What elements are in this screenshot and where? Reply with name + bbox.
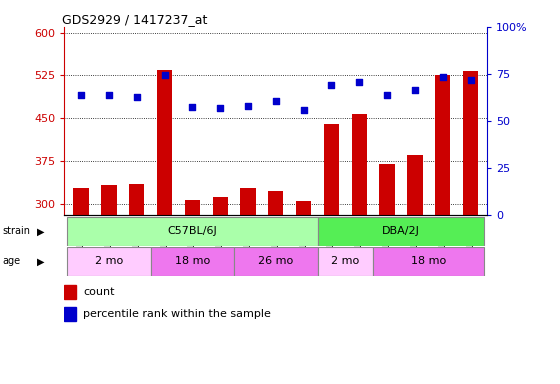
Bar xyxy=(151,247,234,276)
Bar xyxy=(64,307,76,321)
Point xyxy=(410,86,419,93)
Bar xyxy=(373,247,484,276)
Bar xyxy=(240,188,255,215)
Text: 2 mo: 2 mo xyxy=(331,256,360,266)
Text: 18 mo: 18 mo xyxy=(175,256,210,266)
Point xyxy=(466,78,475,84)
Bar xyxy=(234,247,318,276)
Point xyxy=(188,104,197,110)
Bar xyxy=(67,217,318,246)
Point xyxy=(77,92,86,98)
Bar xyxy=(101,185,116,215)
Text: 26 mo: 26 mo xyxy=(258,256,293,266)
Bar xyxy=(67,247,151,276)
Point xyxy=(244,103,253,109)
Point xyxy=(104,92,113,98)
Text: age: age xyxy=(3,256,21,266)
Text: ▶: ▶ xyxy=(37,256,45,266)
Text: strain: strain xyxy=(3,226,31,237)
Point xyxy=(271,98,280,104)
Bar xyxy=(212,197,228,215)
Point xyxy=(216,105,225,111)
Point xyxy=(299,106,308,113)
Point xyxy=(327,82,336,88)
Bar xyxy=(268,191,283,215)
Text: C57BL/6J: C57BL/6J xyxy=(167,226,217,237)
Text: GDS2929 / 1417237_at: GDS2929 / 1417237_at xyxy=(62,13,208,26)
Bar xyxy=(318,217,484,246)
Text: 2 mo: 2 mo xyxy=(95,256,123,266)
Bar xyxy=(296,201,311,215)
Bar xyxy=(129,184,144,215)
Text: DBA/2J: DBA/2J xyxy=(382,226,420,237)
Text: 18 mo: 18 mo xyxy=(411,256,446,266)
Bar xyxy=(435,75,450,215)
Bar xyxy=(73,188,88,215)
Bar xyxy=(463,71,478,215)
Text: ▶: ▶ xyxy=(37,226,45,237)
Text: count: count xyxy=(83,287,115,297)
Point xyxy=(160,72,169,78)
Bar xyxy=(352,114,367,215)
Bar xyxy=(380,164,395,215)
Bar xyxy=(318,247,373,276)
Point xyxy=(438,74,447,80)
Bar xyxy=(407,155,423,215)
Point xyxy=(355,79,364,85)
Point xyxy=(382,92,391,98)
Text: percentile rank within the sample: percentile rank within the sample xyxy=(83,309,271,319)
Bar xyxy=(185,200,200,215)
Bar xyxy=(64,285,76,299)
Bar xyxy=(324,124,339,215)
Bar xyxy=(157,70,172,215)
Point xyxy=(132,94,141,100)
